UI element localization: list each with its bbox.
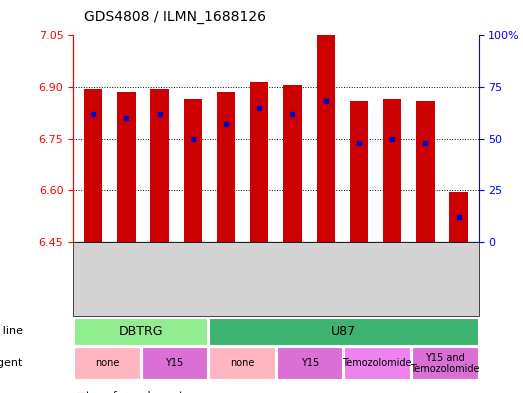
FancyBboxPatch shape [277,347,343,379]
Text: GDS4808 / ILMN_1688126: GDS4808 / ILMN_1688126 [84,9,266,24]
FancyBboxPatch shape [74,347,140,379]
Text: Y15: Y15 [301,358,319,368]
Text: U87: U87 [331,325,356,338]
FancyBboxPatch shape [209,318,477,345]
Bar [84,89,103,242]
FancyBboxPatch shape [209,347,275,379]
FancyBboxPatch shape [345,347,410,379]
Text: DBTRG: DBTRG [119,325,163,338]
Text: none: none [230,358,254,368]
Text: cell line: cell line [0,326,22,336]
Bar [151,89,169,242]
Bar [316,35,335,242]
Text: agent: agent [0,358,22,368]
Text: Y15 and
Temozolomide: Y15 and Temozolomide [410,353,480,373]
FancyBboxPatch shape [74,318,207,345]
Text: Y15: Y15 [165,358,184,368]
Text: none: none [95,358,119,368]
Text: Temozolomide: Temozolomide [343,358,412,368]
Bar [449,192,468,242]
Text: transformed count: transformed count [86,391,184,393]
Text: ■: ■ [76,391,86,393]
FancyBboxPatch shape [142,347,207,379]
Bar [217,92,235,242]
Bar [250,82,268,242]
Bar [283,85,302,242]
Bar [117,92,135,242]
Bar [184,99,202,242]
Bar [383,99,401,242]
Bar [350,101,368,242]
FancyBboxPatch shape [412,347,477,379]
Bar [416,101,435,242]
